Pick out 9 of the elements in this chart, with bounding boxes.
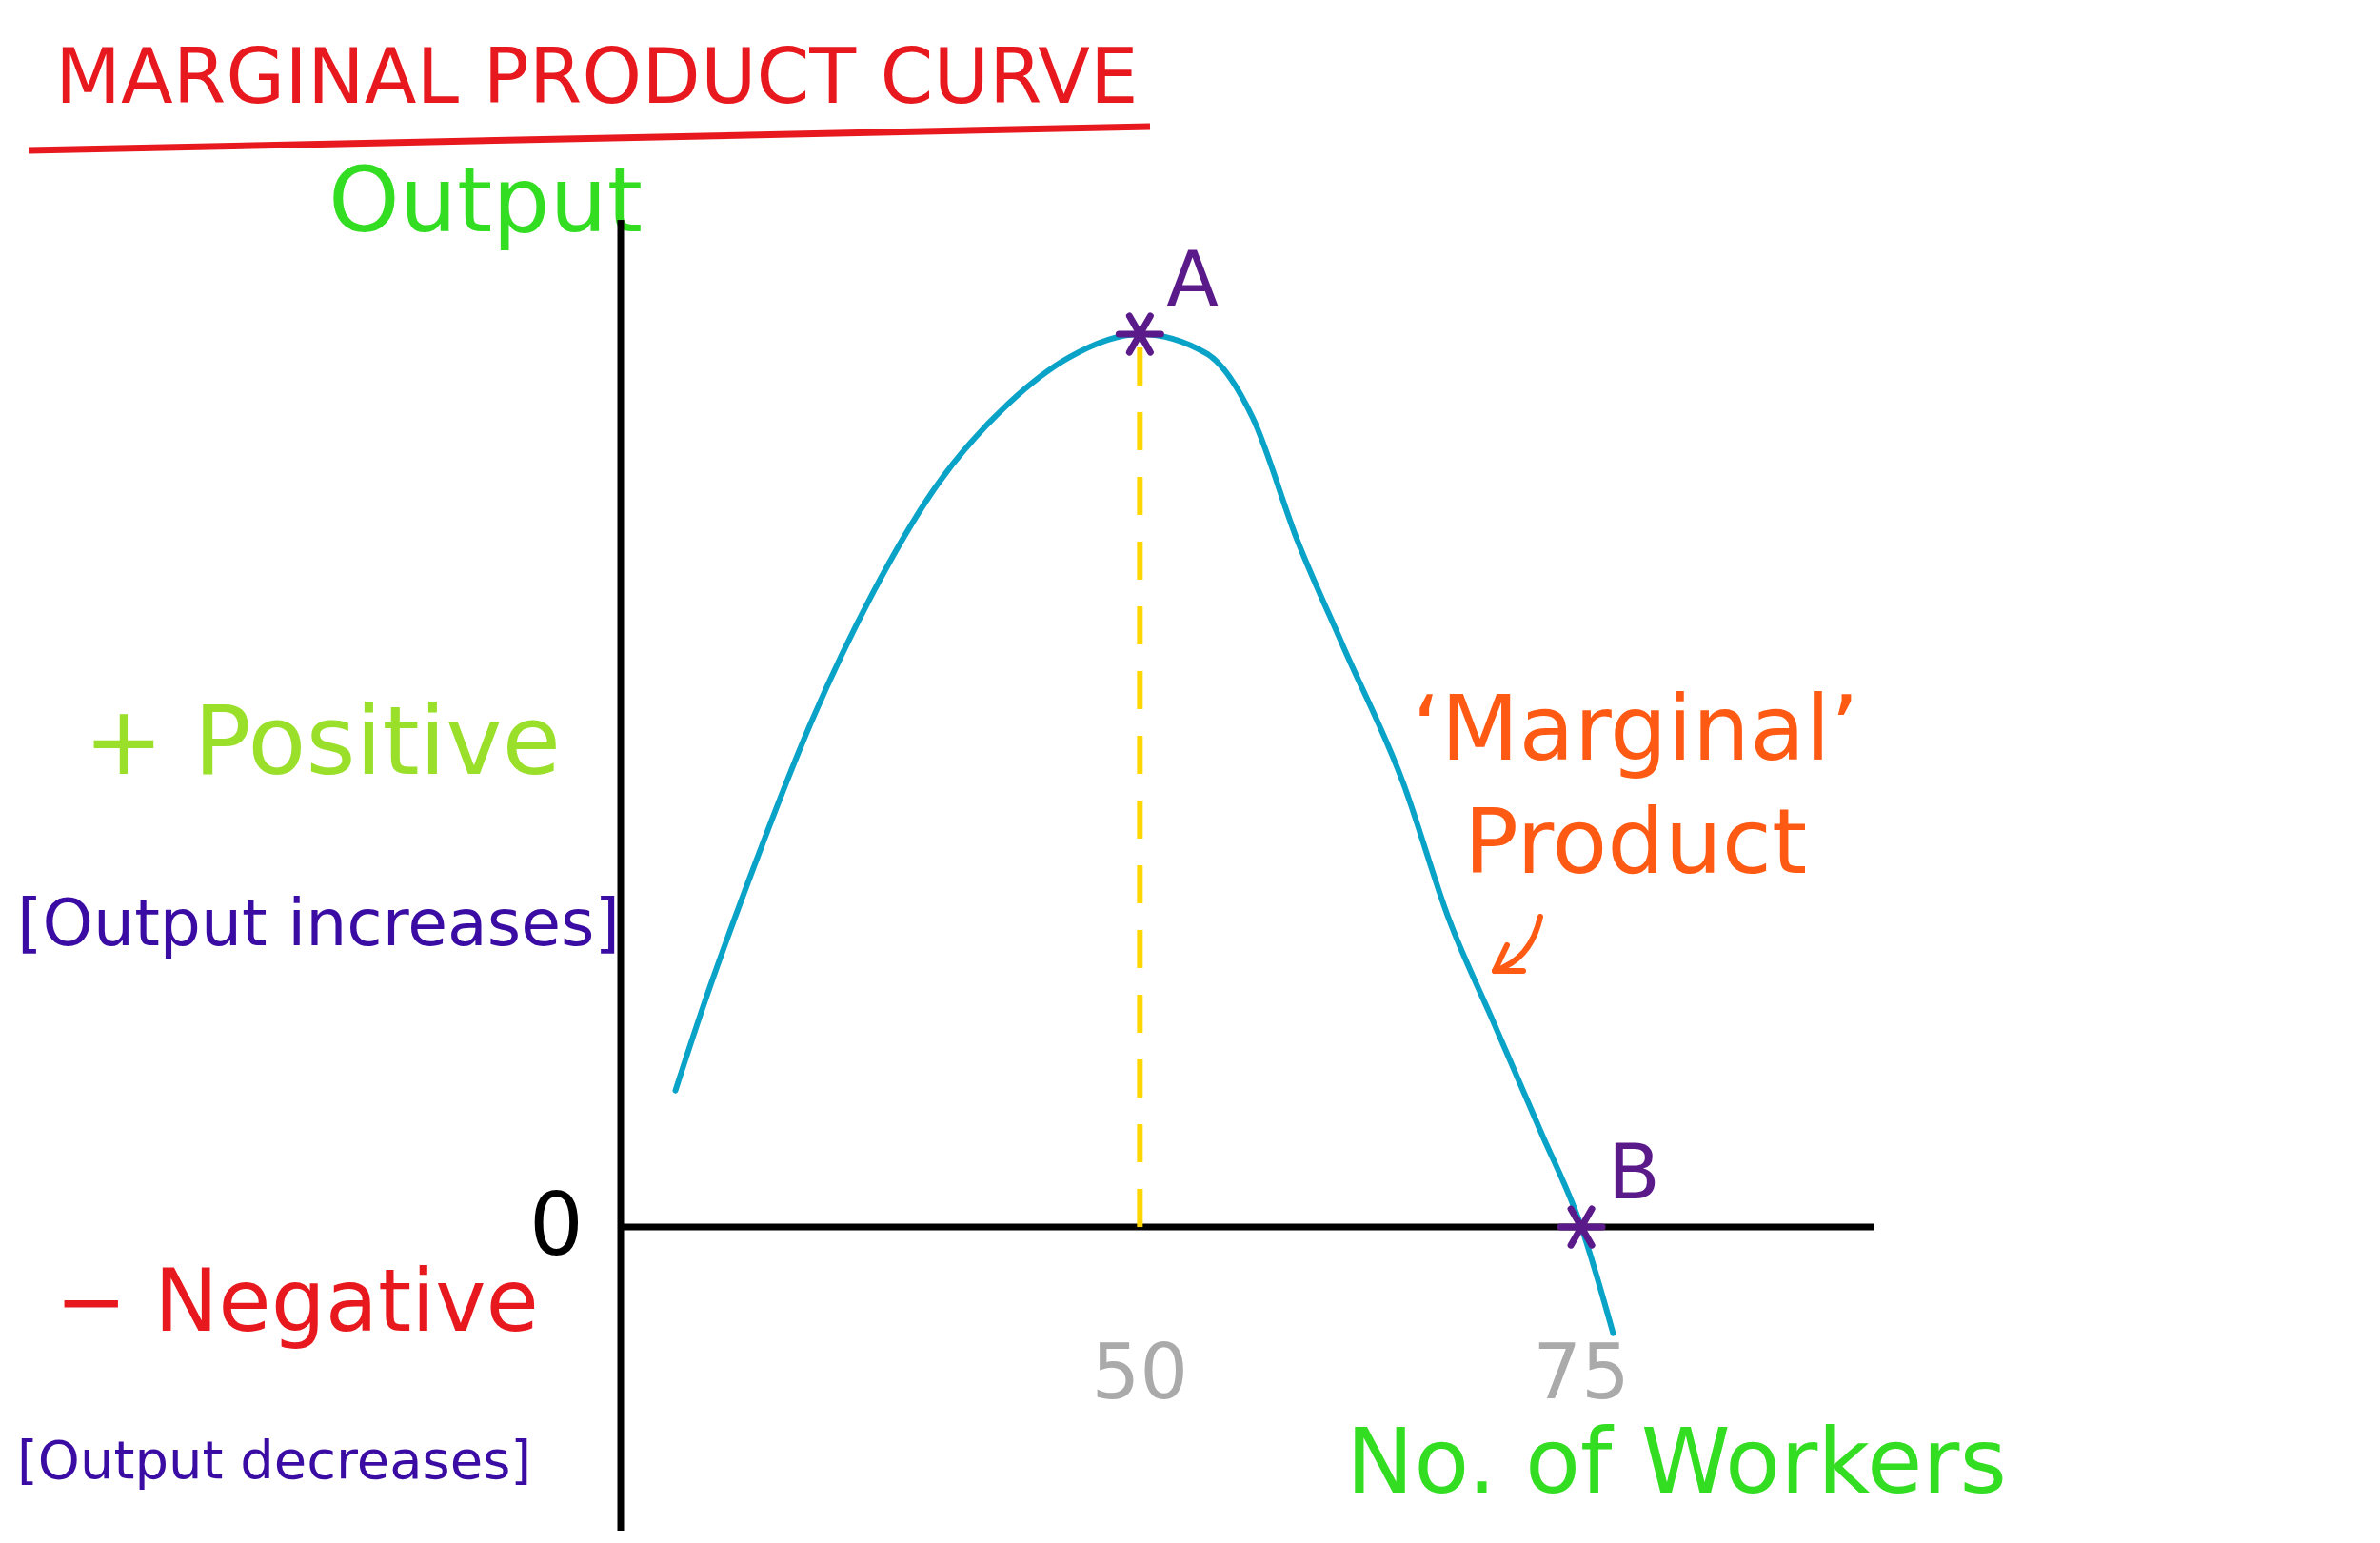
text: [Output decreases] (17, 1429, 532, 1491)
y-axis-title: Output (328, 148, 643, 252)
title: MARGINAL PRODUCT CURVE (55, 32, 1139, 121)
annotation: B (1608, 1128, 1660, 1217)
x-tick-label: 50 (1091, 1328, 1189, 1417)
annotation: A (1166, 235, 1220, 325)
text: [Output increases] (17, 885, 620, 960)
annotation: ‘Marginal’ Product (1412, 676, 1859, 894)
text: + Positive (84, 685, 562, 797)
